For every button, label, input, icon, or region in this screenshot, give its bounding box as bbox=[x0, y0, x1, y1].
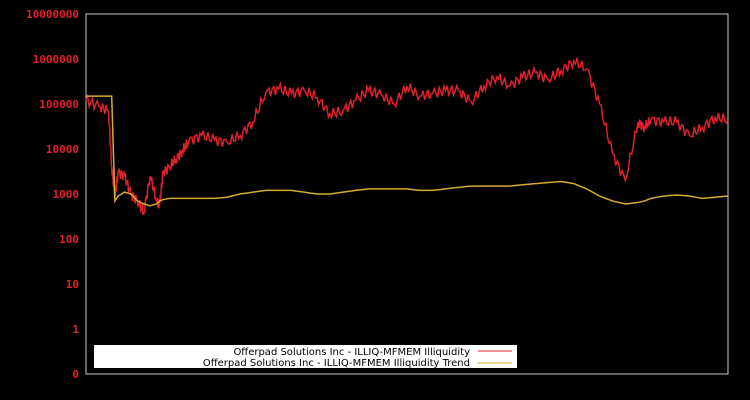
y-tick-label: 100000 bbox=[39, 98, 79, 111]
legend-label-trend: Offerpad Solutions Inc - ILLIQ-MFMEM Ill… bbox=[203, 358, 470, 369]
y-tick-label: 1000 bbox=[53, 188, 80, 201]
y-tick-label: 1000000 bbox=[33, 53, 79, 66]
y-tick-label: 10000 bbox=[46, 143, 79, 156]
y-tick-label: 0 bbox=[72, 368, 79, 381]
legend: Offerpad Solutions Inc - ILLIQ-MFMEM Ill… bbox=[94, 345, 517, 369]
plot-area bbox=[85, 13, 729, 375]
series-lines bbox=[85, 57, 729, 215]
legend-box bbox=[94, 345, 517, 368]
y-tick-label: 100 bbox=[59, 233, 79, 246]
y-axis-ticks: 0 1 10 100 1000 10000 100000 1000000 10000000 bbox=[26, 8, 79, 381]
y-tick-label: 10 bbox=[66, 278, 79, 291]
illiquidity-trend-line bbox=[86, 95, 729, 207]
y-tick-label: 1 bbox=[72, 323, 79, 336]
illiquidity-line bbox=[85, 57, 729, 215]
legend-label-illiquidity: Offerpad Solutions Inc - ILLIQ-MFMEM Ill… bbox=[233, 347, 470, 358]
y-tick-label: 10000000 bbox=[26, 8, 79, 21]
